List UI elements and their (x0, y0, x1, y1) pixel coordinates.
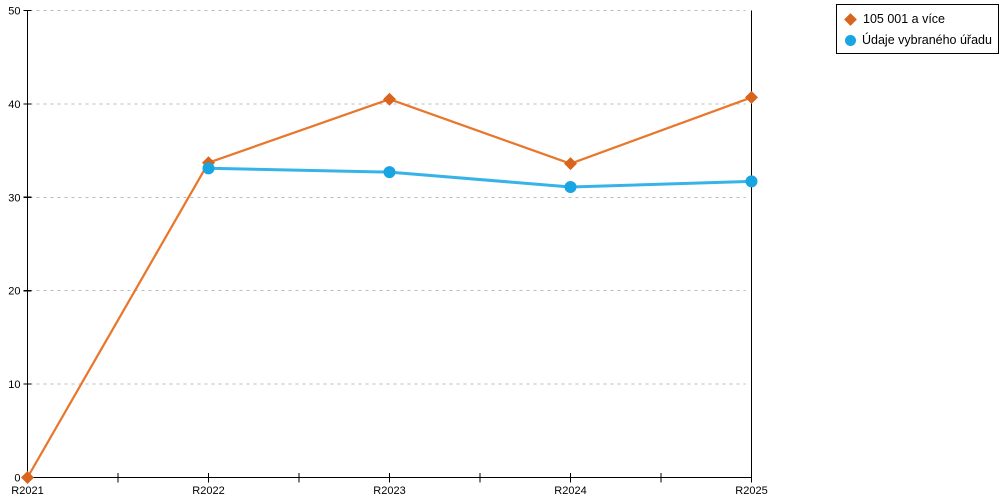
y-tick-label: 30 (8, 192, 20, 204)
x-tick-label: R2025 (735, 485, 767, 497)
data-point-circle (745, 175, 758, 188)
circle-icon (845, 34, 856, 46)
data-point-diamond (383, 92, 396, 106)
x-tick-label: R2023 (373, 485, 405, 497)
y-tick-label: 0 (14, 473, 20, 485)
y-tick-label: 20 (8, 286, 20, 298)
series-line-circle (207, 166, 753, 189)
data-point-circle (202, 162, 215, 175)
diamond-icon (844, 12, 857, 26)
data-point-circle (383, 166, 396, 179)
legend-label: 105 001 a více (863, 12, 946, 26)
legend: 105 001 a více Údaje vybraného úřadu (836, 4, 999, 54)
series-line-diamond (26, 96, 753, 479)
legend-item: 105 001 a více (844, 12, 990, 26)
y-tick-label: 50 (8, 6, 20, 18)
data-point-diamond (745, 90, 758, 104)
x-tick-label: R2021 (11, 485, 43, 497)
legend-label: Údaje vybraného úřadu (862, 33, 992, 47)
y-tick-label: 10 (8, 379, 20, 391)
data-point-diamond (564, 157, 577, 171)
data-point-diamond (21, 471, 34, 484)
x-tick-label: R2022 (192, 485, 224, 497)
legend-item: Údaje vybraného úřadu (845, 33, 992, 47)
y-tick-label: 40 (8, 99, 20, 111)
x-tick-label: R2024 (554, 485, 586, 497)
data-point-circle (564, 181, 577, 194)
